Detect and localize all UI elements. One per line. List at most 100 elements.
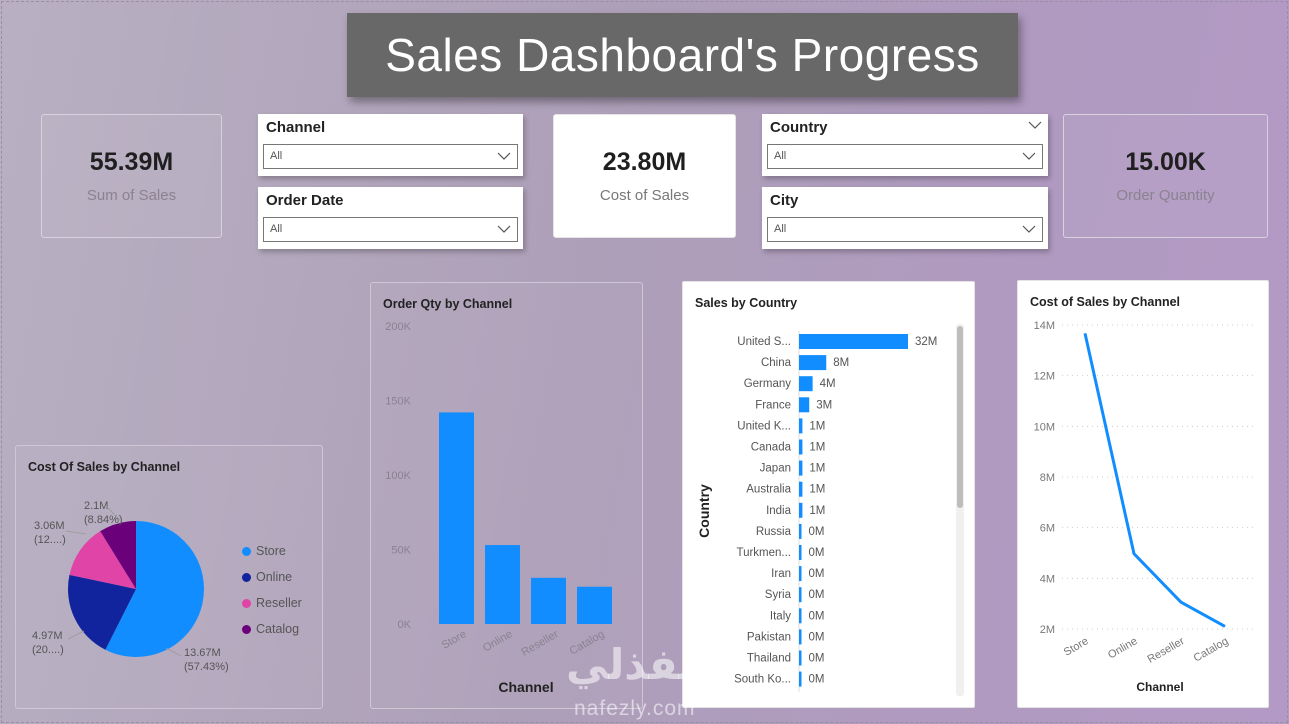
bar-catalog[interactable] xyxy=(577,586,612,624)
y-tick-label: Thailand xyxy=(747,653,791,665)
chevron-down-icon xyxy=(497,152,511,160)
y-tick-label: 0K xyxy=(398,619,412,631)
country-bar[interactable] xyxy=(799,397,810,413)
y-tick-label: Iran xyxy=(771,568,791,580)
y-tick-label: 2M xyxy=(1040,624,1055,636)
leader-line xyxy=(105,505,121,521)
y-tick-label: Germany xyxy=(744,378,792,390)
slicer-channel: Channel All xyxy=(258,114,523,176)
city-dropdown[interactable]: All xyxy=(767,217,1043,242)
y-tick-label: Japan xyxy=(760,463,791,475)
slicer-title: Country xyxy=(770,119,828,136)
bar-data-label: 1M xyxy=(809,463,825,475)
pie-data-label: 13.67M xyxy=(184,647,221,659)
kpi-value: 55.39M xyxy=(89,148,174,176)
channel-dropdown[interactable]: All xyxy=(263,144,518,169)
y-tick-label: South Ko... xyxy=(734,674,791,686)
kpi-label: Cost of Sales xyxy=(599,187,690,204)
line-chart-panel[interactable]: Cost of Sales by Channel 2M 4M 6M 8M 10M 12M 1… xyxy=(1017,280,1269,708)
legend-item-online[interactable]: Online xyxy=(242,570,292,584)
chart-title: Cost Of Sales by Channel xyxy=(28,460,181,474)
order-date-dropdown[interactable]: All xyxy=(263,217,518,242)
country-bar[interactable] xyxy=(799,587,802,603)
y-axis-title: Country xyxy=(696,484,712,538)
kpi-cost-of-sales[interactable]: 23.80M Cost of Sales xyxy=(553,114,736,238)
x-tick-label: Store xyxy=(440,628,469,652)
dashboard-title-banner: Sales Dashboard's Progress xyxy=(347,13,1018,97)
kpi-order-quantity[interactable]: 15.00K Order Quantity xyxy=(1063,114,1268,238)
country-bar[interactable] xyxy=(799,460,803,476)
pie-data-label: 2.1M xyxy=(84,500,108,512)
chevron-down-icon xyxy=(1022,152,1036,160)
bar-data-label: 0M xyxy=(809,568,825,580)
y-tick-label: United S... xyxy=(737,336,791,348)
dashboard-title: Sales Dashboard's Progress xyxy=(385,29,980,81)
country-bar[interactable] xyxy=(799,481,803,497)
bar-reseller[interactable] xyxy=(531,577,566,624)
chevron-down-icon[interactable] xyxy=(1028,116,1042,134)
country-bar[interactable] xyxy=(799,523,802,539)
bar-data-label: 1M xyxy=(809,442,825,454)
country-bar[interactable] xyxy=(799,671,802,687)
bar-chart-panel[interactable]: Order Qty by Channel 0K 50K 100K 150K 200K St… xyxy=(370,282,643,709)
leader-line xyxy=(165,647,182,657)
pie-data-label: (12....) xyxy=(34,534,66,546)
y-tick-label: 50K xyxy=(391,545,411,557)
y-tick-label: 150K xyxy=(385,396,411,408)
legend-label: Online xyxy=(256,570,293,584)
country-bar-chart-panel[interactable]: Sales by Country United S... 32M China 8M Ge… xyxy=(682,281,975,708)
legend-item-reseller[interactable]: Reseller xyxy=(242,596,302,610)
country-dropdown[interactable]: All xyxy=(767,144,1043,169)
bar-online[interactable] xyxy=(485,545,520,624)
slicer-city: City All xyxy=(762,187,1048,249)
scrollbar-track[interactable] xyxy=(956,324,964,696)
x-axis-title: Channel xyxy=(1136,680,1183,694)
country-bar[interactable] xyxy=(799,566,802,582)
chart-title: Order Qty by Channel xyxy=(383,297,513,311)
country-bar[interactable] xyxy=(799,334,908,349)
country-bar[interactable] xyxy=(799,355,827,371)
country-bar[interactable] xyxy=(799,376,813,392)
country-bar[interactable] xyxy=(799,650,802,666)
country-bar[interactable] xyxy=(799,439,803,455)
country-bar[interactable] xyxy=(799,629,802,645)
bar-data-label: 0M xyxy=(809,610,825,622)
bar-data-label: 1M xyxy=(809,505,825,517)
bar-data-label: 4M xyxy=(820,378,836,390)
country-bar[interactable] xyxy=(799,502,803,518)
chevron-down-icon xyxy=(497,225,511,233)
country-bar[interactable] xyxy=(799,545,802,560)
y-tick-label: 4M xyxy=(1040,573,1055,585)
y-tick-label: Syria xyxy=(765,589,792,601)
slicer-title: Channel xyxy=(266,119,326,136)
scrollbar-thumb[interactable] xyxy=(957,326,963,508)
country-bar[interactable] xyxy=(799,418,803,434)
pie-data-label: 4.97M xyxy=(32,630,63,642)
x-tick-label: Online xyxy=(481,628,515,654)
bar-data-label: 1M xyxy=(809,420,825,432)
line-series[interactable] xyxy=(1083,333,1226,628)
pie-slice-catalog[interactable] xyxy=(100,521,136,589)
legend-item-catalog[interactable]: Catalog xyxy=(242,622,299,636)
x-tick-label: Reseller xyxy=(1146,635,1187,666)
bar-data-label: 0M xyxy=(809,631,825,643)
dropdown-value: All xyxy=(270,150,283,162)
chart-title: Sales by Country xyxy=(695,296,798,310)
country-bar[interactable] xyxy=(799,608,802,624)
watermark-arabic: نفذلي xyxy=(566,640,695,689)
legend-item-store[interactable]: Store xyxy=(242,544,286,558)
bar-data-label: 0M xyxy=(809,547,825,559)
pie-slice-reseller[interactable] xyxy=(69,531,136,589)
pie-slice-store[interactable] xyxy=(105,521,205,657)
pie-chart-panel[interactable]: Cost Of Sales by Channel 13.67M (57.43%) 4… xyxy=(15,445,323,709)
y-tick-label: 10M xyxy=(1034,421,1055,433)
slicer-title: Order Date xyxy=(266,192,344,209)
bar-data-label: 0M xyxy=(809,526,825,538)
y-tick-label: 14M xyxy=(1034,320,1055,332)
pie-slice-online[interactable] xyxy=(68,574,136,650)
bar-store[interactable] xyxy=(439,412,474,624)
kpi-sum-of-sales[interactable]: 55.39M Sum of Sales xyxy=(41,114,222,238)
bar-data-label: 1M xyxy=(809,484,825,496)
dropdown-value: All xyxy=(774,150,787,162)
